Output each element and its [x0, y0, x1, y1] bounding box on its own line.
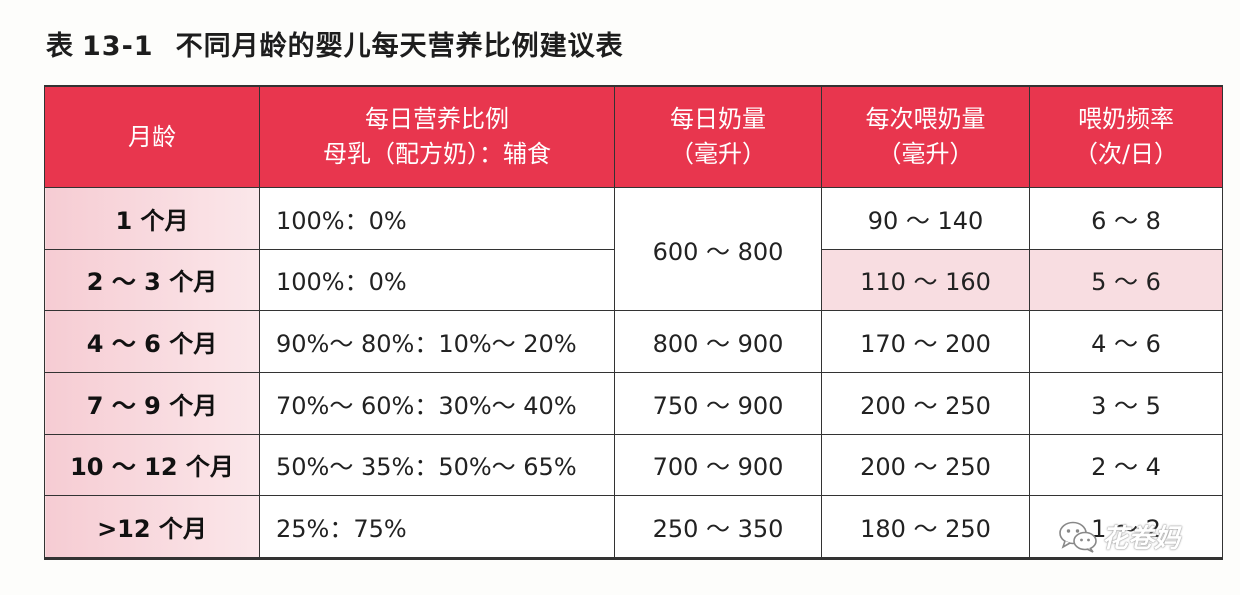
- ratio-cell: 90%～ 80%：10%～ 20%: [259, 310, 615, 373]
- ratio-cell: 100%：0%: [259, 248, 615, 312]
- table-row: 1 个月 100%：0% 600 ～ 800 90 ～ 140 6 ～ 8: [44, 186, 1223, 312]
- frequency-cell: 2 ～ 4: [1029, 433, 1223, 497]
- daily-amount-cell: 250 ～ 350: [614, 495, 822, 559]
- month-cell: 7 ～ 9 个月: [44, 371, 260, 435]
- table-row: >12 个月 25%：75% 250 ～ 350 180 ～ 250 1 ～ 2: [44, 495, 1223, 559]
- daily-amount-cell: 600 ～ 800: [614, 186, 822, 312]
- per-feeding-cell: 180 ～ 250: [821, 495, 1030, 559]
- title-number: 13-1: [82, 31, 154, 62]
- header-ratio: 每日营养比例 母乳（配方奶）：辅食: [259, 85, 615, 188]
- table-row: 10 ～ 12 个月 50%～ 35%：50%～ 65% 700 ～ 900 2…: [44, 433, 1223, 497]
- header-month: 月龄: [44, 85, 260, 188]
- table-row: 2 ～ 3 个月 100%：0% 110 ～ 160 5 ～ 6: [44, 248, 1223, 312]
- ratio-cell: 100%：0%: [259, 187, 615, 250]
- table-row: 4 ～ 6 个月 90%～ 80%：10%～ 20% 800 ～ 900 170…: [44, 310, 1223, 373]
- month-cell: >12 个月: [44, 495, 260, 559]
- per-feeding-cell: 170 ～ 200: [821, 310, 1030, 373]
- header-daily-amount: 每日奶量 （毫升）: [614, 85, 822, 188]
- ratio-cell: 70%～ 60%：30%～ 40%: [259, 371, 615, 435]
- frequency-cell: 4 ～ 6: [1029, 310, 1223, 373]
- watermark-text: 花卷妈: [1102, 524, 1181, 554]
- daily-amount-cell: 700 ～ 900: [614, 433, 822, 497]
- frequency-cell: 3 ～ 5: [1029, 371, 1223, 435]
- title-prefix: 表: [46, 31, 74, 62]
- per-feeding-cell: 200 ～ 250: [821, 433, 1030, 497]
- month-cell: 4 ～ 6 个月: [44, 310, 260, 373]
- header-per-feeding: 每次喂奶量 （毫升）: [821, 85, 1030, 188]
- nutrition-table: 月龄 每日营养比例 母乳（配方奶）：辅食 每日奶量 （毫升） 每次喂奶量 （毫升） 喂…: [44, 85, 1223, 560]
- month-cell: 1 个月: [44, 187, 260, 250]
- title-text: 不同月龄的婴儿每天营养比例建议表: [175, 31, 624, 62]
- daily-amount-cell: 750 ～ 900: [614, 371, 822, 435]
- ratio-cell: 25%：75%: [259, 495, 615, 559]
- per-feeding-cell: 110 ～ 160: [821, 248, 1030, 312]
- ratio-cell: 50%～ 35%：50%～ 65%: [259, 433, 615, 497]
- daily-amount-cell: 800 ～ 900: [614, 310, 822, 373]
- table-title: 表 13-1 不同月龄的婴儿每天营养比例建议表: [46, 24, 624, 63]
- per-feeding-cell: 90 ～ 140: [821, 187, 1030, 250]
- watermark: 花卷妈: [1058, 518, 1180, 555]
- per-feeding-cell: 200 ～ 250: [821, 371, 1030, 435]
- frequency-cell: 6 ～ 8: [1029, 187, 1223, 250]
- month-cell: 10 ～ 12 个月: [44, 433, 260, 497]
- table-row: 7 ～ 9 个月 70%～ 60%：30%～ 40% 750 ～ 900 200…: [44, 371, 1223, 435]
- header-row: 月龄 每日营养比例 母乳（配方奶）：辅食 每日奶量 （毫升） 每次喂奶量 （毫升） 喂…: [44, 85, 1223, 188]
- frequency-cell: 5 ～ 6: [1029, 248, 1223, 312]
- wechat-icon: [1058, 520, 1098, 554]
- header-frequency: 喂奶频率 （次/日）: [1029, 85, 1223, 188]
- month-cell: 2 ～ 3 个月: [44, 248, 260, 312]
